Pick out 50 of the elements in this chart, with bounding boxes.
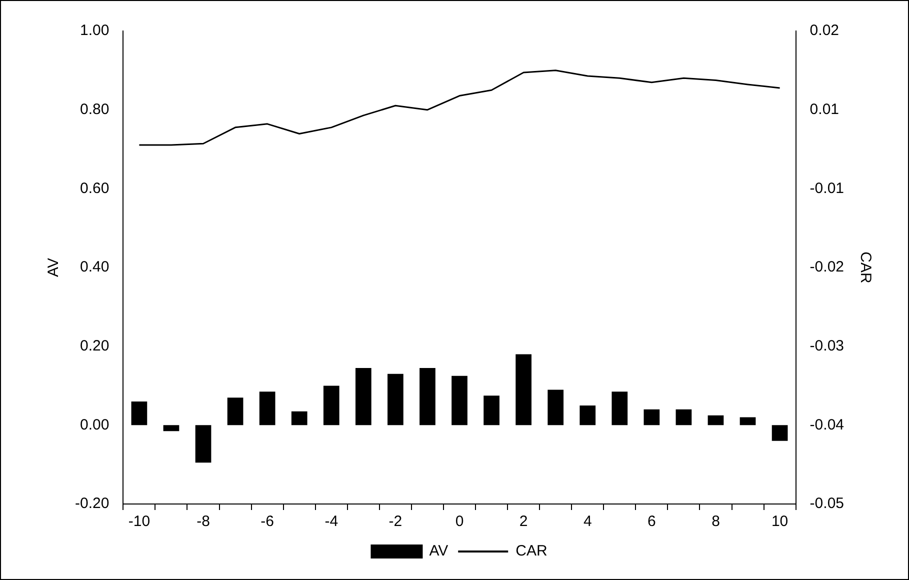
bar — [452, 376, 468, 426]
x-tick-label: 8 — [712, 513, 720, 530]
bar — [227, 398, 244, 426]
x-tick-label: 10 — [771, 513, 788, 530]
y2-tick-label: -0.04 — [810, 416, 844, 434]
y2-tick-label: 0.01 — [810, 100, 840, 118]
bar — [195, 425, 212, 463]
x-tick-label: 2 — [519, 513, 528, 530]
x-tick-label: 6 — [648, 513, 656, 530]
x-tick-label: -6 — [260, 513, 274, 530]
y-tick-label: 0.00 — [80, 416, 110, 434]
y2-tick-label: -0.05 — [810, 495, 844, 512]
x-tick-label: 4 — [583, 513, 592, 530]
y-tick-label: -0.20 — [74, 495, 110, 512]
legend-label: CAR — [516, 542, 548, 560]
bar — [740, 417, 756, 426]
bar — [163, 425, 180, 432]
x-tick-label: -10 — [128, 513, 150, 530]
bar — [580, 405, 596, 426]
bar — [131, 402, 148, 426]
x-tick-label: -2 — [388, 513, 402, 530]
bar — [548, 390, 564, 426]
bar — [484, 396, 500, 426]
y2-tick-label: 0.02 — [810, 22, 840, 40]
bar — [388, 374, 404, 426]
bar — [772, 425, 788, 441]
bar — [291, 411, 308, 426]
bar — [420, 368, 436, 426]
bar — [516, 354, 532, 426]
bar — [676, 409, 692, 426]
bar — [612, 392, 628, 426]
bar — [323, 386, 340, 426]
y2-axis-title: CAR — [856, 252, 874, 284]
y-tick-label: 0.20 — [80, 337, 110, 354]
y-tick-label: 0.80 — [80, 100, 110, 118]
bar — [708, 415, 724, 426]
bar — [644, 409, 660, 426]
y2-tick-label: -0.01 — [810, 180, 844, 197]
bar — [355, 368, 372, 426]
legend-label: AV — [429, 542, 448, 560]
y-axis-title: AV — [45, 258, 62, 277]
x-tick-label: 0 — [455, 513, 464, 530]
y-tick-label: 0.60 — [80, 180, 110, 197]
y2-tick-label: -0.02 — [810, 258, 844, 276]
bar — [259, 392, 276, 426]
y-tick-label: 1.00 — [80, 22, 110, 40]
y2-tick-label: -0.03 — [810, 337, 844, 354]
x-tick-label: -8 — [196, 513, 210, 530]
y-tick-label: 0.40 — [80, 258, 110, 276]
x-tick-label: -4 — [324, 513, 338, 530]
